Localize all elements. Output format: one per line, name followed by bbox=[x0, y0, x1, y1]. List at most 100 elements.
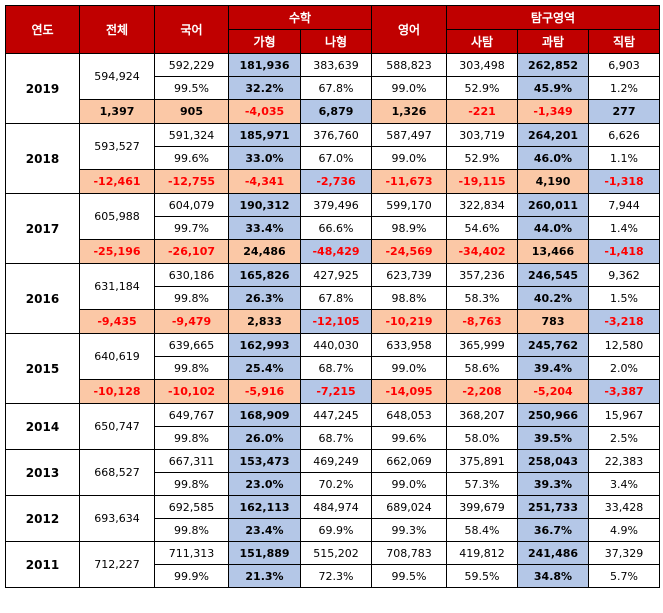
table-row: 99.9% 21.3% 72.3% 99.5% 59.5% 34.8% 5.7% bbox=[6, 564, 660, 588]
percent-cell: 57.3% bbox=[446, 472, 518, 496]
percent-cell: 58.3% bbox=[446, 286, 518, 310]
percent-cell: 99.0% bbox=[371, 76, 447, 100]
percent-cell: 26.3% bbox=[228, 286, 301, 310]
count-cell: 599,170 bbox=[371, 193, 447, 217]
total-cell: 693,634 bbox=[79, 495, 155, 542]
total-cell: 605,988 bbox=[79, 193, 155, 240]
total-cell: 593,527 bbox=[79, 123, 155, 170]
year-cell: 2014 bbox=[5, 403, 80, 450]
change-cell: -1,418 bbox=[588, 239, 660, 264]
count-cell: 15,967 bbox=[588, 403, 660, 427]
count-cell: 469,249 bbox=[300, 449, 372, 473]
count-cell: 592,229 bbox=[154, 53, 229, 77]
count-cell: 368,207 bbox=[446, 403, 518, 427]
change-cell: -9,479 bbox=[154, 309, 229, 334]
count-cell: 515,202 bbox=[300, 541, 372, 565]
change-cell: -48,429 bbox=[300, 239, 372, 264]
count-cell: 648,053 bbox=[371, 403, 447, 427]
percent-cell: 23.4% bbox=[228, 518, 301, 542]
change-cell: 13,466 bbox=[517, 239, 589, 264]
header-math-ga: 가형 bbox=[228, 29, 301, 54]
percent-cell: 3.4% bbox=[588, 472, 660, 496]
count-cell: 427,925 bbox=[300, 263, 372, 287]
percent-cell: 99.5% bbox=[154, 76, 229, 100]
table-row: 2013 668,527 667,311 153,473 469,249 662,069 3… bbox=[5, 449, 660, 496]
change-cell: -10,102 bbox=[154, 379, 229, 404]
count-cell: 591,324 bbox=[154, 123, 229, 147]
percent-cell: 98.9% bbox=[371, 216, 447, 240]
count-cell: 190,312 bbox=[228, 193, 301, 217]
count-cell: 303,498 bbox=[446, 53, 518, 77]
change-cell: -26,107 bbox=[154, 239, 229, 264]
year-cell: 2019 bbox=[5, 53, 80, 124]
change-cell: -2,208 bbox=[446, 379, 518, 404]
exam-stats-table: 연도 전체 국어 수학 영어 탐구영역 가형 나형 사탐 과탐 직탐 2019 5… bbox=[5, 5, 660, 588]
total-cell: 712,227 bbox=[79, 541, 155, 588]
change-cell: -12,755 bbox=[154, 169, 229, 194]
count-cell: 357,236 bbox=[446, 263, 518, 287]
percent-cell: 54.6% bbox=[446, 216, 518, 240]
percent-cell: 21.3% bbox=[228, 564, 301, 588]
percent-cell: 44.0% bbox=[517, 216, 589, 240]
percent-cell: 45.9% bbox=[517, 76, 589, 100]
change-cell: -12,461 bbox=[79, 169, 155, 194]
percent-cell: 39.3% bbox=[517, 472, 589, 496]
percent-cell: 67.8% bbox=[300, 76, 372, 100]
header-science: 과탐 bbox=[517, 29, 589, 54]
count-cell: 260,011 bbox=[517, 193, 589, 217]
change-cell: -3,218 bbox=[588, 309, 660, 334]
table-row: -10,128 -10,102 -5,916 -7,215 -14,095 -2,208-… bbox=[6, 379, 660, 404]
count-cell: 153,473 bbox=[228, 449, 301, 473]
count-cell: 241,486 bbox=[517, 541, 589, 565]
change-cell: -4,341 bbox=[228, 169, 301, 194]
change-cell: -24,569 bbox=[371, 239, 447, 264]
change-cell: 6,879 bbox=[300, 99, 372, 124]
percent-cell: 70.2% bbox=[300, 472, 372, 496]
percent-cell: 58.4% bbox=[446, 518, 518, 542]
count-cell: 689,024 bbox=[371, 495, 447, 519]
percent-cell: 25.4% bbox=[228, 356, 301, 380]
header-year: 연도 bbox=[5, 5, 80, 54]
change-cell: -1,318 bbox=[588, 169, 660, 194]
change-cell: 24,486 bbox=[228, 239, 301, 264]
count-cell: 151,889 bbox=[228, 541, 301, 565]
table-body: 2019 594,924 592,229 181,936 383,639 588,823 3… bbox=[5, 53, 660, 588]
total-cell: 631,184 bbox=[79, 263, 155, 310]
count-cell: 662,069 bbox=[371, 449, 447, 473]
change-cell: 2,833 bbox=[228, 309, 301, 334]
year-cell: 2016 bbox=[5, 263, 80, 334]
table-row: 2016 631,184 630,186 165,826 427,925 623,739 3… bbox=[5, 263, 660, 334]
count-cell: 258,043 bbox=[517, 449, 589, 473]
change-cell: -10,128 bbox=[79, 379, 155, 404]
percent-cell: 99.7% bbox=[154, 216, 229, 240]
count-cell: 185,971 bbox=[228, 123, 301, 147]
change-cell: -5,916 bbox=[228, 379, 301, 404]
percent-cell: 99.8% bbox=[154, 356, 229, 380]
header-vocational: 직탐 bbox=[588, 29, 660, 54]
change-cell: -9,435 bbox=[79, 309, 155, 334]
count-cell: 322,834 bbox=[446, 193, 518, 217]
total-cell: 640,619 bbox=[79, 333, 155, 380]
count-cell: 623,739 bbox=[371, 263, 447, 287]
percent-cell: 98.8% bbox=[371, 286, 447, 310]
table-row: -12,461 -12,755 -4,341 -2,736 -11,673 -19,115… bbox=[6, 169, 660, 194]
count-cell: 692,585 bbox=[154, 495, 229, 519]
table-row: 99.8% 23.4% 69.9% 99.3% 58.4% 36.7% 4.9% bbox=[6, 518, 660, 542]
percent-cell: 99.6% bbox=[154, 146, 229, 170]
change-cell: -25,196 bbox=[79, 239, 155, 264]
percent-cell: 58.6% bbox=[446, 356, 518, 380]
percent-cell: 52.9% bbox=[446, 76, 518, 100]
count-cell: 711,313 bbox=[154, 541, 229, 565]
percent-cell: 4.9% bbox=[588, 518, 660, 542]
count-cell: 376,760 bbox=[300, 123, 372, 147]
percent-cell: 39.4% bbox=[517, 356, 589, 380]
change-cell: -11,673 bbox=[371, 169, 447, 194]
change-cell: -14,095 bbox=[371, 379, 447, 404]
count-cell: 383,639 bbox=[300, 53, 372, 77]
count-cell: 250,966 bbox=[517, 403, 589, 427]
percent-cell: 69.9% bbox=[300, 518, 372, 542]
count-cell: 6,903 bbox=[588, 53, 660, 77]
table-row: 99.7% 33.4% 66.6% 98.9% 54.6% 44.0% 1.4% bbox=[6, 216, 660, 240]
change-cell: -2,736 bbox=[300, 169, 372, 194]
percent-cell: 99.6% bbox=[371, 426, 447, 450]
